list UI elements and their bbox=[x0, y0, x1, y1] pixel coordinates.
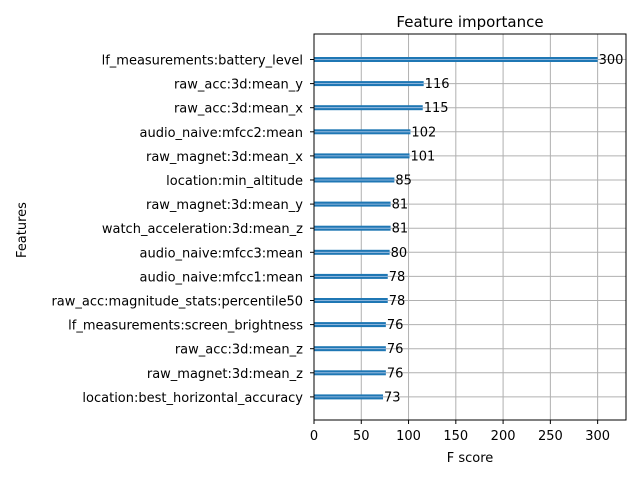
x-tick-label: 200 bbox=[491, 429, 516, 444]
y-tick-label: lf_measurements:battery_level bbox=[102, 54, 303, 69]
data-label: 76 bbox=[387, 366, 404, 381]
y-tick-label: location:best_horizontal_accuracy bbox=[82, 391, 303, 406]
x-tick-label: 300 bbox=[585, 429, 610, 444]
data-label: 78 bbox=[389, 294, 406, 309]
x-tick-label: 250 bbox=[538, 429, 563, 444]
data-label: 80 bbox=[391, 246, 408, 261]
y-tick-label: raw_magnet:3d:mean_z bbox=[147, 367, 303, 382]
data-label: 78 bbox=[389, 270, 406, 285]
y-tick-label: audio_naive:mfcc1:mean bbox=[140, 270, 303, 285]
bars bbox=[314, 57, 598, 400]
x-axis-label: F score bbox=[447, 451, 494, 466]
chart-title: Feature importance bbox=[396, 13, 543, 31]
data-label: 76 bbox=[387, 318, 404, 333]
data-label: 81 bbox=[392, 222, 409, 237]
y-tick-label: lf_measurements:screen_brightness bbox=[68, 319, 303, 334]
y-tick-label: audio_naive:mfcc3:mean bbox=[140, 246, 303, 261]
data-label: 300 bbox=[599, 53, 624, 68]
x-tick-label: 100 bbox=[396, 429, 421, 444]
y-tick-label: audio_naive:mfcc2:mean bbox=[140, 126, 303, 141]
data-label: 115 bbox=[424, 101, 449, 116]
y-tick-label: raw_acc:3d:mean_z bbox=[175, 343, 303, 358]
x-tick-label: 0 bbox=[310, 429, 318, 444]
x-tick-label: 150 bbox=[443, 429, 468, 444]
data-label: 81 bbox=[392, 198, 409, 213]
y-axis-label: Features bbox=[15, 202, 30, 258]
y-tick-label: location:min_altitude bbox=[166, 174, 303, 189]
y-tick-labels: lf_measurements:battery_level raw_acc:3d:… bbox=[51, 54, 314, 406]
data-label: 116 bbox=[425, 77, 450, 92]
x-tick-label: 50 bbox=[353, 429, 370, 444]
data-label: 101 bbox=[410, 149, 435, 164]
y-tick-label: raw_magnet:3d:mean_y bbox=[146, 198, 303, 213]
y-tick-label: watch_acceleration:3d:mean_z bbox=[102, 222, 303, 237]
plot-frame bbox=[313, 33, 627, 421]
y-tick-label: raw_acc:3d:mean_y bbox=[174, 78, 303, 93]
data-label: 85 bbox=[395, 174, 412, 189]
y-tick-label: raw_acc:magnitude_stats:percentile50 bbox=[51, 295, 303, 310]
x-tick-labels: 0 50 100 150 200 250 300 bbox=[310, 420, 610, 444]
y-tick-label: raw_magnet:3d:mean_x bbox=[146, 150, 303, 165]
data-label: 102 bbox=[411, 125, 436, 140]
data-label: 76 bbox=[387, 342, 404, 357]
data-labels: 300 116 115 102 101 85 81 81 80 78 78 76 76 76 73 bbox=[384, 53, 623, 405]
data-label: 73 bbox=[384, 390, 401, 405]
y-tick-label: raw_acc:3d:mean_x bbox=[174, 102, 303, 117]
